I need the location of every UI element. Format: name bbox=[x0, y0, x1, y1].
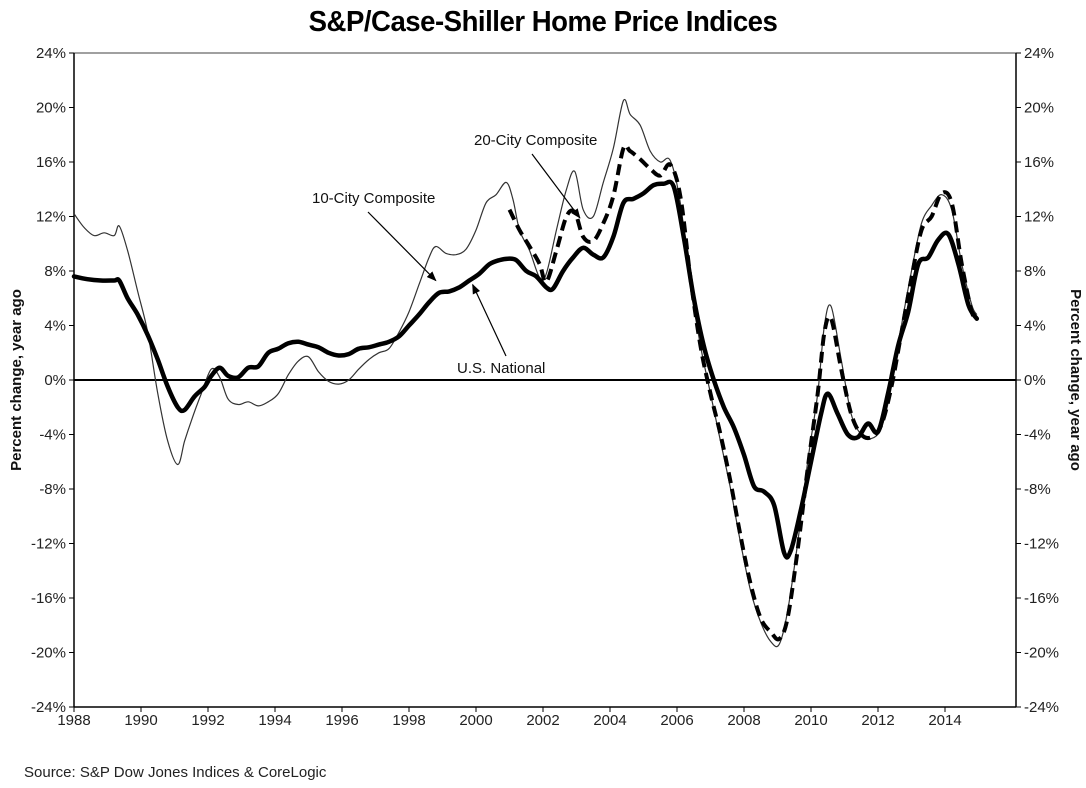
x-tick-label: 2010 bbox=[794, 712, 827, 729]
y-tick-label-left: -12% bbox=[31, 536, 66, 553]
x-tick-label: 1988 bbox=[57, 712, 90, 729]
x-tick-label: 2008 bbox=[727, 712, 760, 729]
y-tick-label-left: -16% bbox=[31, 590, 66, 607]
y-tick-label-left: -24% bbox=[31, 699, 66, 716]
x-tick-label: 2004 bbox=[593, 712, 626, 729]
y-tick-label-right: -4% bbox=[1024, 427, 1051, 444]
annotation-20-city-composite: 20-City Composite bbox=[474, 132, 597, 149]
y-tick-label-right: 12% bbox=[1024, 209, 1054, 226]
source-note: Source: S&P Dow Jones Indices & CoreLogi… bbox=[24, 764, 327, 781]
annotation-us-national: U.S. National bbox=[457, 360, 545, 377]
y-tick-label-right: 24% bbox=[1024, 45, 1054, 62]
annotation-arrow bbox=[367, 211, 437, 282]
annotation-arrow bbox=[531, 153, 581, 219]
y-tick-label-left: 4% bbox=[44, 318, 66, 335]
y-tick-label-left: -8% bbox=[39, 481, 66, 498]
series-lines bbox=[71, 98, 980, 648]
y-tick-label-right: 16% bbox=[1024, 154, 1054, 171]
x-tick-label: 2000 bbox=[459, 712, 492, 729]
y-tick-label-right: 20% bbox=[1024, 100, 1054, 117]
x-tick-label: 2012 bbox=[861, 712, 894, 729]
y-tick-label-left: 24% bbox=[36, 45, 66, 62]
y-tick-label-right: 0% bbox=[1024, 372, 1046, 389]
x-tick-label: 2002 bbox=[526, 712, 559, 729]
y-tick-label-left: 16% bbox=[36, 154, 66, 171]
y-tick-label-right: -8% bbox=[1024, 481, 1051, 498]
chart-title: S&P/Case-Shiller Home Price Indices bbox=[308, 6, 778, 38]
x-tick-label: 1990 bbox=[124, 712, 157, 729]
x-tick-label: 1998 bbox=[392, 712, 425, 729]
x-tick-label: 2006 bbox=[660, 712, 693, 729]
y-tick-label-right: -16% bbox=[1024, 590, 1059, 607]
y-tick-label-right: 4% bbox=[1024, 318, 1046, 335]
series-line-20-city-composite bbox=[507, 143, 979, 642]
series-line-u-s-national bbox=[71, 179, 980, 560]
x-tick-label: 1992 bbox=[191, 712, 224, 729]
y-tick-label-left: 20% bbox=[36, 100, 66, 117]
y-tick-label-right: -20% bbox=[1024, 645, 1059, 662]
y-tick-label-right: -12% bbox=[1024, 536, 1059, 553]
annotation-10-city-composite: 10-City Composite bbox=[312, 190, 435, 207]
y-tick-label-left: 12% bbox=[36, 209, 66, 226]
annotations: 10-City Composite 20-City Composite U.S.… bbox=[312, 132, 597, 377]
y-axis-title-right: Percent change, year ago bbox=[1067, 289, 1084, 471]
y-axis-title-left: Percent change, year ago bbox=[8, 289, 25, 471]
y-tick-label-left: -20% bbox=[31, 645, 66, 662]
y-tick-label-left: -4% bbox=[39, 427, 66, 444]
axes: 24% 24% 20% 20% 16% 16% 12% 12% 8% 8% 4% 4% 0% 0% -4% -… bbox=[31, 45, 1059, 729]
y-tick-label-left: 8% bbox=[44, 263, 66, 280]
y-tick-label-left: 0% bbox=[44, 372, 66, 389]
x-tick-label: 1996 bbox=[325, 712, 358, 729]
y-tick-label-right: -24% bbox=[1024, 699, 1059, 716]
x-tick-label: 1994 bbox=[258, 712, 291, 729]
y-tick-label-right: 8% bbox=[1024, 263, 1046, 280]
x-tick-label: 2014 bbox=[928, 712, 961, 729]
annotation-arrow bbox=[472, 283, 507, 357]
